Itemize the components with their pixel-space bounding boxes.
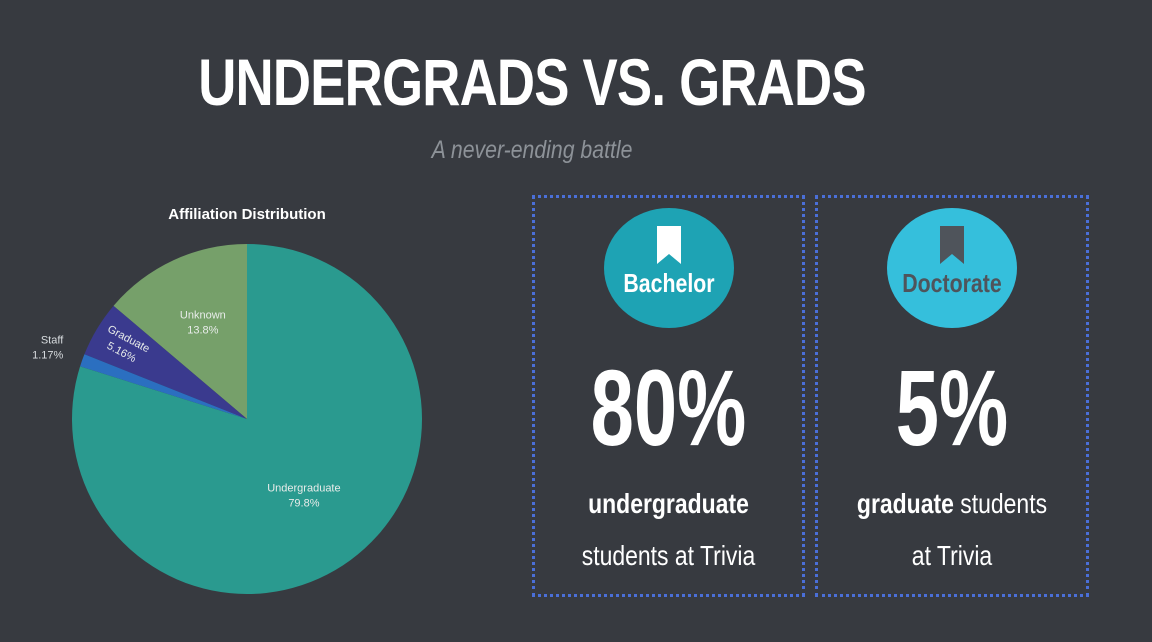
slice-label: Staff bbox=[41, 335, 64, 347]
bachelor-badge-label: Bachelor bbox=[622, 268, 715, 298]
graduate-description: graduate students at Trivia bbox=[850, 478, 1053, 582]
desc-rest: students at Trivia bbox=[911, 488, 1048, 571]
bachelor-badge: Bachelor bbox=[603, 208, 734, 328]
page-subtitle: A never-ending battle bbox=[431, 136, 633, 164]
slice-value: 13.8% bbox=[187, 325, 218, 337]
pie-label-unknown: Unknown 13.8% bbox=[180, 310, 226, 337]
doctorate-badge-label: Doctorate bbox=[902, 268, 1002, 298]
pie-label-staff: Staff 1.17% bbox=[32, 335, 64, 362]
bookmark-icon bbox=[940, 226, 964, 264]
slice-label: Unknown bbox=[180, 310, 226, 322]
doctorate-badge: Doctorate bbox=[887, 208, 1017, 328]
slice-value: 1.17% bbox=[32, 350, 63, 362]
pie-label-undergraduate: Undergraduate 79.8% bbox=[267, 483, 340, 510]
pie-slice-undergraduate bbox=[71, 244, 422, 594]
undergraduate-percent: 80% bbox=[590, 347, 747, 468]
desc-rest: students at Trivia bbox=[581, 540, 756, 571]
bookmark-icon bbox=[656, 226, 681, 264]
bachelor-card: Bachelor 80% undergraduate students at T… bbox=[532, 195, 805, 597]
pie-slice-staff bbox=[80, 354, 247, 419]
graduate-percent: 5% bbox=[895, 347, 1009, 468]
chart-title: Affiliation Distribution bbox=[168, 206, 325, 223]
desc-strong: undergraduate bbox=[588, 488, 749, 519]
pie-chart-svg: Affiliation Distribution Undergraduate 79… bbox=[32, 206, 422, 594]
doctorate-card: Doctorate 5% graduate students at Trivia bbox=[815, 195, 1089, 597]
undergraduate-description: undergraduate students at Trivia bbox=[567, 478, 770, 582]
slice-label: Undergraduate bbox=[267, 483, 340, 495]
pie-slice-unknown bbox=[113, 243, 247, 419]
pie-chart: Affiliation Distribution Undergraduate 79… bbox=[0, 190, 500, 610]
desc-strong: graduate bbox=[856, 488, 954, 519]
pie-slice-graduate bbox=[84, 305, 247, 419]
slice-value: 79.8% bbox=[288, 498, 319, 510]
page-title: UNDERGRADS VS. GRADS bbox=[198, 45, 866, 119]
